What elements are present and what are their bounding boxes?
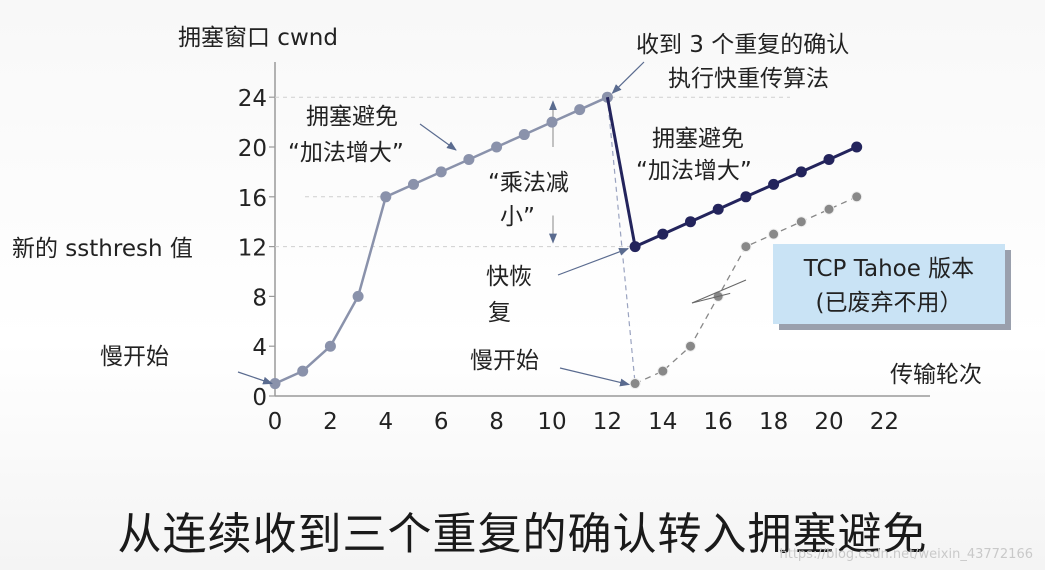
dup-ack-label-b: 执行快重传算法 (668, 66, 829, 92)
multiplicative-decrease-label-b: 小” (500, 204, 535, 230)
y-tick-label: 12 (238, 236, 267, 262)
series-1-point (491, 141, 503, 153)
series-3-point (795, 216, 807, 228)
multiplicative-decrease-label-a: “乘法减 (488, 170, 569, 196)
fast-recovery-drop (605, 96, 637, 247)
tahoe-drop-line (606, 97, 636, 384)
arrow-fast-recovery (557, 248, 630, 276)
x-tick-label: 12 (593, 409, 622, 435)
series-1-point (352, 290, 364, 302)
series-3-point (740, 241, 752, 253)
series-1-point (380, 191, 392, 203)
tahoe-label-b: (已废弃不用） (816, 290, 963, 316)
arrow-slow-start-1 (237, 371, 273, 385)
x-axis-label: 传输轮次 (890, 362, 982, 388)
series-2-point (823, 153, 835, 165)
tahoe-label-a: TCP Tahoe 版本 (803, 256, 974, 282)
series-2-point (851, 141, 863, 153)
series-3-point (657, 365, 669, 377)
x-tick-label: 18 (759, 409, 788, 435)
x-tick-label: 16 (704, 409, 733, 435)
tahoe-box (773, 244, 1005, 324)
series-1-point (463, 153, 475, 165)
dup-ack-label-a: 收到 3 个重复的确认 (636, 32, 849, 58)
series-1-point (435, 166, 447, 178)
y-axis-label: 拥塞窗口 cwnd (178, 25, 338, 51)
arrow-dup-ack (611, 61, 645, 94)
x-tick-label: 8 (489, 409, 504, 435)
watermark: https://blog.csdn.net/weixin_43772166 (779, 547, 1033, 562)
arrow-ca-1 (419, 123, 457, 151)
x-tick-label: 2 (323, 409, 338, 435)
y-tick-label: 16 (238, 186, 267, 212)
x-tick-label: 10 (537, 409, 566, 435)
slow-start-label-1: 慢开始 (100, 344, 169, 370)
y-tick-label: 4 (252, 335, 267, 361)
slow-start-label-2: 慢开始 (470, 348, 539, 374)
x-tick-label: 22 (870, 409, 899, 435)
series-2-point (740, 191, 752, 203)
arrow-tahoe-link (691, 279, 747, 304)
series-2-point (657, 228, 669, 240)
series-3-point (823, 203, 835, 215)
slide-caption: 从连续收到三个重复的确认转入拥塞避免 (117, 509, 928, 560)
x-tick-label: 4 (378, 409, 393, 435)
series-1-point (574, 104, 586, 116)
series-3-point (685, 340, 696, 352)
y-tick-label: 0 (252, 385, 267, 411)
series-2-point (768, 178, 780, 190)
fast-recovery-label-b: 复 (488, 300, 511, 326)
congestion-avoidance-label-1a: 拥塞避免 (306, 104, 398, 130)
y-tick-label: 8 (252, 285, 267, 311)
series-1-point (518, 129, 530, 141)
x-tick-label: 14 (648, 409, 677, 435)
series-2-point (712, 203, 724, 215)
y-tick-label: 20 (238, 136, 267, 162)
congestion-avoidance-label-2a: 拥塞避免 (652, 126, 744, 152)
series-1-point (408, 178, 419, 190)
x-tick-label: 0 (268, 409, 283, 435)
ssthresh-label: 新的 ssthresh 值 (12, 236, 193, 262)
congestion-avoidance-label-2b: “加法增大” (636, 158, 752, 184)
arrow-slow-start-2 (559, 367, 631, 387)
series-1-point (546, 116, 558, 128)
x-tick-label: 20 (814, 409, 843, 435)
series-3-point (768, 228, 780, 240)
series-3-point (629, 378, 641, 390)
y-tick-label: 24 (238, 86, 267, 112)
series-1-point (324, 340, 336, 352)
fast-recovery-label-a: 快恢 (486, 264, 532, 290)
x-tick-label: 6 (434, 409, 449, 435)
series-2-point (685, 216, 696, 228)
series-3-point (851, 191, 863, 203)
congestion-avoidance-label-1b: “加法增大” (288, 140, 404, 166)
series-2-point (795, 166, 807, 178)
series-1-point (297, 365, 309, 377)
arrow-tahoe (691, 292, 731, 304)
